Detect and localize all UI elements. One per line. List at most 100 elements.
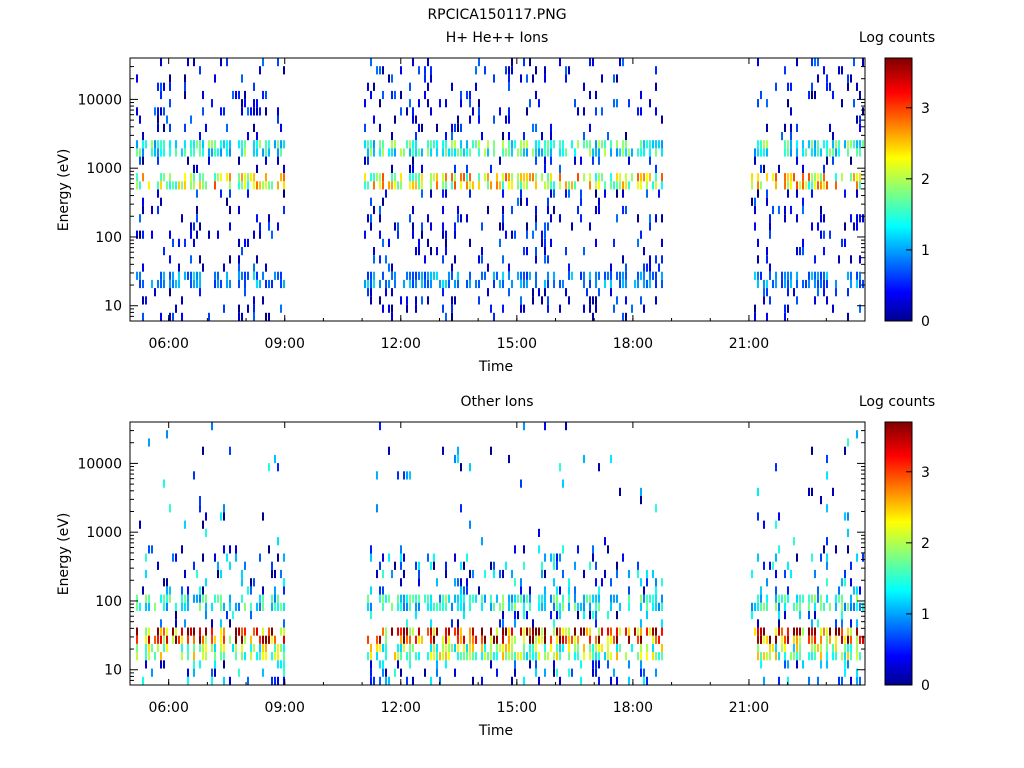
heatmap-cell [598, 635, 600, 644]
heatmap-cell [592, 545, 594, 554]
heatmap-cell [274, 635, 276, 644]
heatmap-cell [493, 148, 495, 157]
heatmap-cell [427, 296, 429, 305]
heatmap-cell [511, 140, 513, 149]
heatmap-cell [559, 214, 561, 223]
heatmap-cell [193, 140, 195, 149]
heatmap-cell [211, 676, 213, 685]
heatmap-cell [154, 140, 156, 149]
heatmap-cell [844, 222, 846, 231]
heatmap-cell [526, 594, 528, 603]
heatmap-cell [652, 652, 654, 661]
heatmap-cell [400, 643, 402, 653]
heatmap-cell [766, 99, 768, 108]
heatmap-cell [538, 528, 540, 537]
heatmap-cell [511, 66, 513, 75]
heatmap-cell [829, 602, 831, 611]
heatmap-cell [517, 181, 519, 190]
heatmap-cell [223, 140, 225, 149]
heatmap-cell [187, 668, 189, 677]
heatmap-cell [565, 181, 567, 190]
heatmap-cell [769, 263, 771, 272]
heatmap-cell [493, 602, 495, 611]
heatmap-cell [589, 643, 591, 653]
heatmap-cell [814, 279, 816, 289]
heatmap-cell [400, 561, 402, 570]
heatmap-cell [223, 635, 225, 644]
heatmap-cell [547, 652, 549, 661]
heatmap-cell [451, 602, 453, 611]
heatmap-cell [259, 222, 261, 231]
heatmap-cell [541, 635, 543, 644]
heatmap-cell [226, 58, 228, 67]
heatmap-cell [145, 627, 147, 636]
colorbar-tick-label: 0 [921, 314, 930, 330]
heatmap-cell [520, 652, 522, 661]
heatmap-cell [778, 594, 780, 603]
heatmap-cell [757, 643, 759, 653]
heatmap-cell [856, 140, 858, 149]
heatmap-cell [160, 148, 162, 157]
heatmap-cell [580, 197, 582, 206]
heatmap-cell [445, 561, 447, 570]
heatmap-cell [394, 668, 396, 677]
heatmap-cell [466, 578, 468, 587]
heatmap-cell [148, 594, 150, 603]
heatmap-cell [622, 271, 624, 280]
heatmap-cell [502, 140, 504, 149]
heatmap-cell [181, 148, 183, 157]
heatmap-cell [238, 181, 240, 190]
heatmap-cell [283, 652, 285, 661]
heatmap-cell [763, 627, 765, 636]
heatmap-cell [853, 222, 855, 231]
heatmap-cell [160, 652, 162, 661]
heatmap-cell [817, 148, 819, 157]
heatmap-cell [250, 635, 252, 644]
heatmap-cell [487, 205, 489, 215]
heatmap-cell [598, 652, 600, 661]
heatmap-cell [577, 611, 579, 620]
heatmap-cell [556, 602, 558, 611]
heatmap-cell [826, 652, 828, 661]
heatmap-cell [532, 643, 534, 653]
heatmap-cell [799, 627, 801, 636]
heatmap-cell [520, 279, 522, 289]
heatmap-cell [454, 148, 456, 157]
heatmap-cell [223, 545, 225, 554]
heatmap-cell [163, 247, 165, 256]
heatmap-cell [778, 164, 780, 173]
heatmap-cell [283, 205, 285, 215]
heatmap-cell [400, 602, 402, 611]
heatmap-cell [367, 214, 369, 223]
heatmap-cell [448, 271, 450, 280]
heatmap-cell [850, 652, 852, 661]
heatmap-cell [844, 446, 846, 455]
heatmap-cell [799, 602, 801, 611]
heatmap-cell [475, 66, 477, 75]
heatmap-cell [466, 652, 468, 661]
heatmap-cell [514, 602, 516, 611]
heatmap-cell [622, 140, 624, 149]
heatmap-cell [469, 271, 471, 280]
heatmap-cell [586, 627, 588, 636]
heatmap-cell [583, 569, 585, 579]
heatmap-cell [430, 222, 432, 231]
heatmap-cell [442, 643, 444, 653]
heatmap-cell [160, 635, 162, 644]
heatmap-cell [139, 520, 141, 529]
heatmap-cell [478, 99, 480, 108]
heatmap-cell [460, 652, 462, 661]
heatmap-cell [202, 140, 204, 149]
heatmap-cell [256, 148, 258, 157]
heatmap-cell [859, 214, 861, 223]
heatmap-cell [814, 140, 816, 149]
heatmap-cell [781, 635, 783, 644]
heatmap-cell [808, 627, 810, 636]
heatmap-cell [526, 197, 528, 206]
heatmap-cell [448, 594, 450, 603]
heatmap-cell [418, 594, 420, 603]
heatmap-cell [181, 545, 183, 554]
heatmap-cell [619, 487, 621, 496]
heatmap-cell [418, 148, 420, 157]
heatmap-cell [772, 561, 774, 570]
